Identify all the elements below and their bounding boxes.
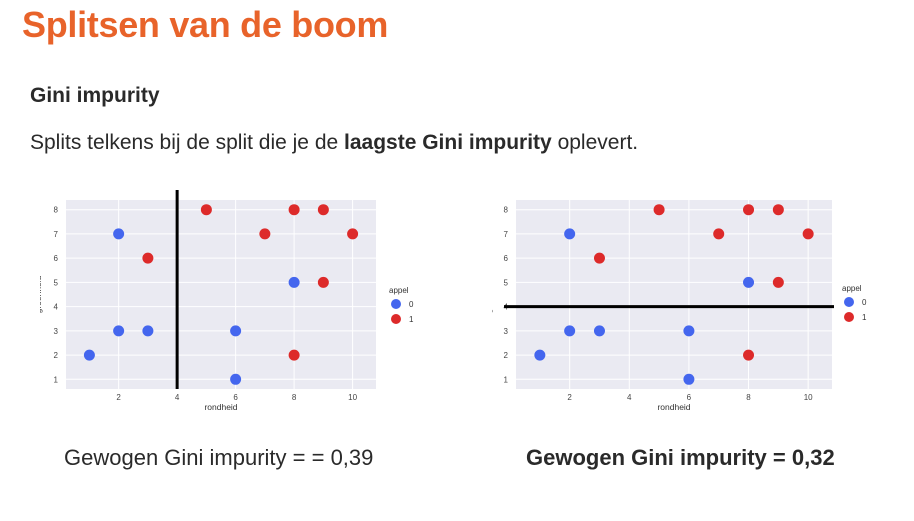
intro-text: Splits telkens bij de split die je de la… bbox=[30, 131, 638, 155]
data-point-class-1 bbox=[713, 228, 725, 240]
section-heading: Gini impurity bbox=[30, 84, 160, 107]
legend-title: appel bbox=[389, 286, 409, 295]
data-point-class-1 bbox=[593, 252, 605, 264]
slide-title: Splitsen van de boom bbox=[22, 4, 389, 45]
y-tick-label: 4 bbox=[54, 303, 59, 312]
legend-label-1: 1 bbox=[409, 315, 414, 324]
y-tick-label: 8 bbox=[504, 206, 509, 215]
intro-text-end: oplevert. bbox=[551, 131, 639, 154]
y-tick-label: 5 bbox=[504, 278, 509, 287]
caption-left: Gewogen Gini impurity = = 0,39 bbox=[64, 445, 374, 470]
data-point-class-0 bbox=[564, 228, 576, 240]
legend-title: appel bbox=[842, 284, 862, 293]
x-tick-label: 8 bbox=[292, 393, 297, 402]
x-tick-label: 4 bbox=[175, 393, 180, 402]
data-point-class-1 bbox=[347, 228, 359, 240]
data-point-class-0 bbox=[743, 276, 755, 288]
data-point-class-0 bbox=[593, 325, 605, 337]
y-tick-label: 7 bbox=[504, 230, 509, 239]
data-point-class-1 bbox=[743, 204, 755, 216]
x-tick-label: 8 bbox=[746, 393, 751, 402]
legend-marker-1 bbox=[844, 312, 854, 322]
plot-area bbox=[66, 200, 376, 389]
y-tick-label: 7 bbox=[54, 230, 59, 239]
y-tick-label: 3 bbox=[54, 327, 59, 336]
data-point-class-1 bbox=[142, 252, 154, 264]
data-point-class-0 bbox=[113, 325, 125, 337]
legend-marker-1 bbox=[391, 314, 401, 324]
legend-label-1: 1 bbox=[862, 313, 867, 322]
data-point-class-1 bbox=[317, 276, 329, 288]
data-point-class-0 bbox=[83, 349, 95, 361]
data-point-class-1 bbox=[259, 228, 271, 240]
x-tick-label: 2 bbox=[567, 393, 572, 402]
x-tick-label: 2 bbox=[116, 393, 121, 402]
data-point-class-0 bbox=[683, 325, 695, 337]
y-tick-label: 8 bbox=[54, 206, 59, 215]
intro-text-emphasis: laagste Gini impurity bbox=[344, 131, 552, 154]
data-point-class-0 bbox=[113, 228, 125, 240]
data-point-class-1 bbox=[288, 204, 300, 216]
data-point-class-1 bbox=[653, 204, 665, 216]
x-tick-label: 4 bbox=[627, 393, 632, 402]
data-point-class-1 bbox=[317, 204, 329, 216]
x-tick-label: 6 bbox=[233, 393, 238, 402]
y-tick-label: 3 bbox=[504, 327, 509, 336]
y-tick-label: 6 bbox=[54, 254, 59, 263]
intro-text-start: Splits telkens bij de split die je de bbox=[30, 131, 345, 154]
data-point-class-1 bbox=[772, 204, 784, 216]
y-axis-label: groenheid bbox=[40, 275, 43, 313]
plot-area bbox=[516, 200, 832, 389]
y-axis-label: groenheid bbox=[492, 275, 493, 313]
caption-right: Gewogen Gini impurity = 0,32 bbox=[526, 445, 835, 470]
x-tick-label: 10 bbox=[804, 393, 813, 402]
data-point-class-1 bbox=[200, 204, 212, 216]
legend-label-0: 0 bbox=[862, 298, 867, 307]
data-point-class-0 bbox=[683, 373, 695, 385]
y-tick-label: 1 bbox=[54, 375, 59, 384]
x-tick-label: 6 bbox=[687, 393, 692, 402]
y-tick-label: 1 bbox=[504, 375, 509, 384]
data-point-class-0 bbox=[288, 276, 300, 288]
x-tick-label: 10 bbox=[348, 393, 357, 402]
legend-marker-0 bbox=[391, 299, 401, 309]
data-point-class-0 bbox=[142, 325, 154, 337]
data-point-class-0 bbox=[230, 373, 242, 385]
data-point-class-1 bbox=[288, 349, 300, 361]
data-point-class-1 bbox=[802, 228, 814, 240]
data-point-class-0 bbox=[230, 325, 242, 337]
y-tick-label: 2 bbox=[54, 351, 59, 360]
y-tick-label: 5 bbox=[54, 278, 59, 287]
x-axis-label: rondheid bbox=[204, 402, 237, 412]
legend-marker-0 bbox=[844, 297, 854, 307]
data-point-class-0 bbox=[564, 325, 576, 337]
legend-label-0: 0 bbox=[409, 300, 414, 309]
y-tick-label: 2 bbox=[504, 351, 509, 360]
data-point-class-0 bbox=[534, 349, 546, 361]
y-tick-label: 6 bbox=[504, 254, 509, 263]
data-point-class-1 bbox=[772, 276, 784, 288]
data-point-class-1 bbox=[743, 349, 755, 361]
x-axis-label: rondheid bbox=[657, 402, 690, 412]
